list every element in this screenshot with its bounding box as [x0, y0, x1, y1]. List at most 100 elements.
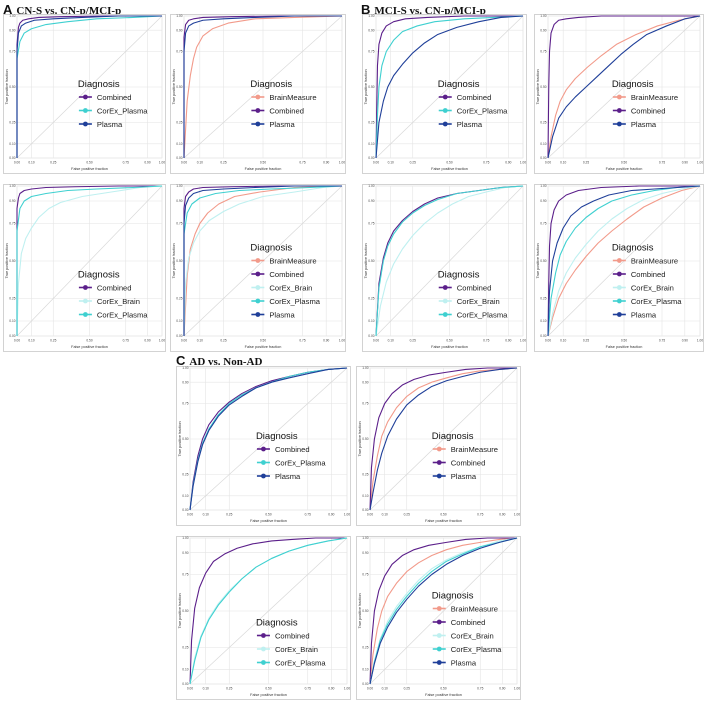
- x-tick-label: 0.10: [197, 339, 203, 343]
- reference-diagonal: [183, 15, 343, 159]
- x-axis-label: False positive fraction: [245, 167, 282, 171]
- y-tick-label: 1.00: [368, 184, 374, 188]
- y-tick-label: 0.25: [368, 121, 374, 125]
- y-tick-label: 0.10: [9, 319, 15, 323]
- legend-label: CorEx_Plasma: [269, 297, 320, 306]
- x-tick-label: 0.90: [499, 513, 505, 517]
- y-tick-label: 0.25: [182, 646, 188, 650]
- y-tick-label: 0.25: [176, 297, 182, 301]
- x-axis-label: False positive fraction: [250, 519, 287, 523]
- legend-key-dot: [255, 121, 261, 127]
- y-tick-label: 0.00: [176, 334, 182, 338]
- y-tick-label: 0.90: [9, 199, 15, 203]
- x-tick-label: 1.00: [344, 513, 350, 517]
- roc-chart-b1: 0.000.00 0.10 0.10 0.25 0.25 0.50 0.50 0.75 0.75…: [362, 14, 527, 174]
- section-header-c: C AD vs. Non-AD: [176, 353, 262, 368]
- roc-curve-brainmeasure: [369, 537, 518, 685]
- x-axis-label: False positive fraction: [250, 693, 287, 697]
- roc-chart-c2: 0.000.00 0.10 0.10 0.25 0.25 0.50 0.50 0.75 0.75…: [356, 366, 521, 526]
- legend-key-dot: [255, 94, 261, 100]
- x-tick-label: 0.90: [328, 513, 334, 517]
- x-tick-label: 1.00: [697, 161, 703, 165]
- x-tick-label: 0.25: [220, 161, 226, 165]
- legend-label: CorEx_Plasma: [275, 659, 326, 668]
- roc-chart-b2: 0.000.00 0.10 0.10 0.25 0.25 0.50 0.50 0.75 0.75…: [534, 14, 704, 174]
- roc-chart-c1: 0.000.00 0.10 0.10 0.25 0.25 0.50 0.50 0.75 0.75…: [176, 366, 351, 526]
- x-tick-label: 0.75: [659, 161, 665, 165]
- legend-label: CorEx_Plasma: [457, 311, 508, 320]
- y-tick-label: 0.10: [362, 668, 368, 672]
- x-tick-label: 0.75: [299, 161, 305, 165]
- x-tick-label: 0.90: [505, 339, 511, 343]
- legend-key-dot: [442, 94, 448, 100]
- legend-key-dot: [442, 121, 448, 127]
- roc-curve-plasma: [16, 15, 162, 158]
- y-tick-label: 0.10: [9, 142, 15, 146]
- y-tick-label: 0.10: [540, 142, 546, 146]
- y-tick-label: 0.50: [9, 85, 15, 89]
- x-tick-label: 0.10: [28, 161, 34, 165]
- legend-label: CorEx_Brain: [631, 284, 674, 293]
- roc-curve-plasma: [369, 367, 518, 511]
- legend-key-dot: [436, 473, 442, 479]
- roc-curve-corex-plasma: [547, 185, 701, 337]
- y-tick-label: 0.25: [540, 297, 546, 301]
- x-tick-label: 0.75: [483, 339, 489, 343]
- roc-curve-combined: [369, 367, 517, 511]
- y-axis-label: True positive fraction: [536, 69, 540, 104]
- y-tick-label: 0.90: [182, 380, 188, 384]
- roc-chart-c3: 0.000.00 0.10 0.10 0.25 0.25 0.50 0.50 0.75 0.75…: [176, 536, 351, 700]
- legend-label: CorEx_Brain: [269, 284, 312, 293]
- roc-curve-brainmeasure: [369, 367, 518, 511]
- roc-curve-corex-plasma: [375, 15, 524, 159]
- y-tick-label: 0.00: [9, 334, 15, 338]
- reference-diagonal: [369, 367, 518, 511]
- legend-label: BrainMeasure: [451, 445, 498, 454]
- roc-curve-corex-plasma: [183, 185, 343, 336]
- y-axis-label: True positive fraction: [358, 593, 362, 628]
- y-tick-label: 0.90: [362, 551, 368, 555]
- y-tick-label: 0.00: [362, 508, 368, 512]
- x-axis-label: False positive fraction: [425, 519, 462, 523]
- x-tick-label: 0.90: [323, 161, 329, 165]
- legend-key-dot: [436, 446, 442, 452]
- legend-label: Combined: [97, 284, 132, 293]
- x-tick-label: 0.00: [187, 687, 193, 691]
- legend-label: Plasma: [275, 472, 301, 481]
- y-tick-label: 0.10: [368, 142, 374, 146]
- legend-key-dot: [436, 606, 442, 611]
- x-tick-label: 0.75: [305, 687, 311, 691]
- legend-key-dot: [442, 108, 448, 113]
- x-tick-label: 0.25: [404, 513, 410, 517]
- x-axis-label: False positive fraction: [71, 167, 108, 171]
- x-tick-label: 1.00: [339, 161, 345, 165]
- y-tick-label: 0.90: [176, 28, 182, 32]
- legend-key-dot: [255, 298, 261, 304]
- legend-label: CorEx_Plasma: [631, 297, 682, 306]
- y-tick-label: 0.10: [182, 494, 188, 498]
- roc-curve-corex-plasma: [369, 537, 518, 685]
- x-tick-label: 1.00: [520, 339, 526, 343]
- y-tick-label: 0.25: [368, 297, 374, 301]
- y-tick-label: 0.50: [362, 609, 368, 613]
- x-tick-label: 0.75: [477, 687, 483, 691]
- legend-key-dot: [442, 285, 448, 290]
- legend-title: Diagnosis: [432, 591, 474, 602]
- roc-curve-combined: [375, 15, 523, 159]
- x-tick-label: 0.25: [583, 161, 589, 165]
- legend-key-dot: [436, 619, 442, 625]
- legend-label: Combined: [97, 93, 132, 102]
- legend-key-dot: [83, 108, 88, 113]
- legend-key-dot: [261, 473, 266, 479]
- x-tick-label: 0.50: [621, 339, 627, 343]
- legend-key-dot: [83, 298, 88, 304]
- x-tick-label: 0.75: [299, 339, 305, 343]
- x-tick-label: 0.00: [14, 339, 20, 343]
- legend-title: Diagnosis: [438, 270, 480, 281]
- y-tick-label: 0.75: [540, 222, 546, 226]
- roc-curve-combined: [16, 185, 162, 336]
- roc-curve-plasma: [183, 15, 342, 158]
- roc-chart-a4: 0.000.00 0.10 0.10 0.25 0.25 0.50 0.50 0.75 0.75…: [170, 184, 346, 352]
- legend-key-dot: [616, 312, 622, 317]
- x-tick-label: 0.00: [181, 161, 187, 165]
